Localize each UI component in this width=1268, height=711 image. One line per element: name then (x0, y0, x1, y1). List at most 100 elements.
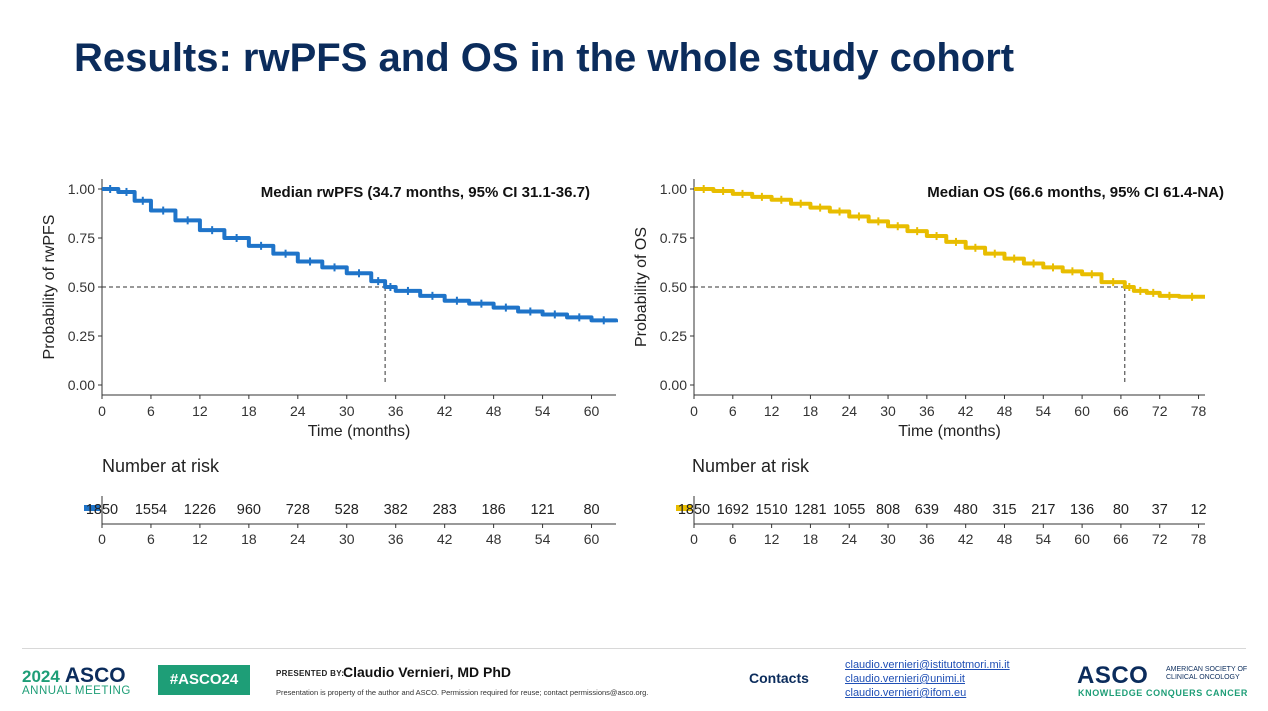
risk-count: 528 (335, 502, 359, 518)
y-tick-label: 0.25 (68, 328, 95, 344)
asco-logo: ASCO (1077, 662, 1149, 689)
x-axis-title: Time (months) (308, 423, 411, 440)
meeting-org: ASCO (64, 664, 126, 687)
risk-time-label: 48 (997, 531, 1013, 547)
x-tick-label: 18 (803, 403, 819, 419)
y-tick-label: 1.00 (68, 181, 95, 197)
x-tick-label: 12 (764, 403, 780, 419)
risk-time-label: 42 (958, 531, 974, 547)
contacts-label: Contacts (749, 670, 809, 686)
y-tick-label: 0.50 (660, 279, 687, 295)
x-tick-label: 24 (841, 403, 857, 419)
presenter-name: Claudio Vernieri, MD PhD (343, 664, 512, 680)
x-tick-label: 36 (388, 403, 404, 419)
x-tick-label: 78 (1191, 403, 1207, 419)
meeting-name: ANNUAL MEETING (22, 685, 131, 697)
risk-count: 315 (992, 502, 1016, 518)
risk-count: 1554 (135, 502, 167, 518)
risk-time-label: 0 (98, 531, 106, 547)
y-tick-label: 0.75 (660, 230, 687, 246)
y-axis-title: Probability of rwPFS (41, 215, 58, 360)
x-tick-label: 42 (437, 403, 453, 419)
risk-count: 1850 (86, 502, 118, 518)
email-link[interactable]: claudio.vernieri@unimi.it (845, 673, 965, 685)
hashtag-badge: #ASCO24 (158, 665, 250, 695)
os-km-chart: 0.000.250.500.751.000 6 12 18 24 30 36 42 48 54 60… (633, 179, 1224, 547)
risk-time-label: 54 (535, 531, 551, 547)
x-tick-label: 60 (584, 403, 600, 419)
median-annotation: Median rwPFS (34.7 months, 95% CI 31.1-3… (261, 184, 590, 201)
risk-count: 217 (1031, 502, 1055, 518)
risk-count: 382 (384, 502, 408, 518)
x-tick-label: 72 (1152, 403, 1168, 419)
risk-count: 80 (1113, 502, 1129, 518)
risk-time-label: 24 (841, 531, 857, 547)
risk-time-label: 72 (1152, 531, 1168, 547)
x-tick-label: 6 (147, 403, 155, 419)
email-link[interactable]: claudio.vernieri@istitutotmori.mi.it (845, 659, 1010, 671)
y-tick-label: 0.00 (68, 377, 95, 393)
os-chart-panel: 0.00 0.25 0.50 0.75 1.00 0 6 12 18 24 30 36 42 48 54 60… (620, 165, 1230, 555)
risk-count: 37 (1152, 502, 1168, 518)
median-annotation: Median OS (66.6 months, 95% CI 61.4-NA) (927, 184, 1224, 201)
x-tick-label: 18 (241, 403, 257, 419)
risk-count: 12 (1190, 502, 1206, 518)
risk-time-label: 30 (339, 531, 355, 547)
y-axis-title: Probability of OS (633, 227, 650, 347)
x-tick-label: 60 (1074, 403, 1090, 419)
x-tick-label: 54 (535, 403, 551, 419)
x-tick-label: 54 (1036, 403, 1052, 419)
x-tick-label: 66 (1113, 403, 1129, 419)
x-tick-label: 36 (919, 403, 935, 419)
x-tick-label: 30 (880, 403, 896, 419)
rwpfs-chart-panel: 0.00 0.25 0.50 0.75 1.00 0 6 12 18 24 30 36 42 48 54 60… (28, 165, 628, 555)
y-tick-label: 0.75 (68, 230, 95, 246)
risk-time-label: 12 (192, 531, 208, 547)
risk-time-label: 36 (388, 531, 404, 547)
x-tick-label: 42 (958, 403, 974, 419)
survival-curve (102, 187, 618, 323)
risk-time-label: 30 (880, 531, 896, 547)
risk-count: 80 (583, 502, 599, 518)
asco-society-name: AMERICAN SOCIETY OF CLINICAL ONCOLOGY (1166, 666, 1248, 681)
x-tick-label: 30 (339, 403, 355, 419)
y-tick-label: 1.00 (660, 181, 687, 197)
meeting-year: 2024 (22, 667, 60, 686)
risk-time-label: 0 (690, 531, 698, 547)
risk-count: 186 (482, 502, 506, 518)
rwpfs-km-chart: 0.00 0.25 0.50 0.75 1.00 0 6 12 18 24 30 36 42 48 54 60… (41, 179, 618, 547)
risk-time-label: 54 (1036, 531, 1052, 547)
disclaimer-text: Presentation is property of the author a… (276, 688, 649, 697)
email-link[interactable]: claudio.vernieri@ifom.eu (845, 687, 967, 699)
x-tick-label: 24 (290, 403, 306, 419)
risk-count: 728 (286, 502, 310, 518)
risk-count: 1281 (794, 502, 826, 518)
risk-time-label: 6 (729, 531, 737, 547)
risk-time-label: 24 (290, 531, 306, 547)
x-tick-label: 48 (486, 403, 502, 419)
presented-by-label: PRESENTED BY: (276, 669, 345, 678)
x-tick-label: 48 (997, 403, 1013, 419)
risk-count: 960 (237, 502, 261, 518)
x-tick-label: 0 (98, 403, 106, 419)
risk-time-label: 66 (1113, 531, 1129, 547)
y-tick-label: 0.00 (660, 377, 687, 393)
risk-count: 1850 (678, 502, 710, 518)
risk-time-label: 60 (1074, 531, 1090, 547)
x-tick-label: 6 (729, 403, 737, 419)
slide-title: Results: rwPFS and OS in the whole study… (74, 36, 1015, 80)
risk-count: 121 (530, 502, 554, 518)
survival-curve (694, 187, 1205, 299)
y-tick-label: 0.25 (660, 328, 687, 344)
contact-emails: claudio.vernieri@istitutotmori.mi.it cla… (845, 658, 1010, 700)
x-tick-label: 12 (192, 403, 208, 419)
risk-count: 808 (876, 502, 900, 518)
risk-count: 1510 (755, 502, 787, 518)
y-tick-label: 0.50 (68, 279, 95, 295)
risk-count: 1692 (717, 502, 749, 518)
x-tick-label: 0 (690, 403, 698, 419)
risk-time-label: 42 (437, 531, 453, 547)
x-axis-title: Time (months) (898, 423, 1001, 440)
asco-slogan: KNOWLEDGE CONQUERS CANCER (1078, 688, 1249, 698)
footer-divider (22, 648, 1246, 649)
